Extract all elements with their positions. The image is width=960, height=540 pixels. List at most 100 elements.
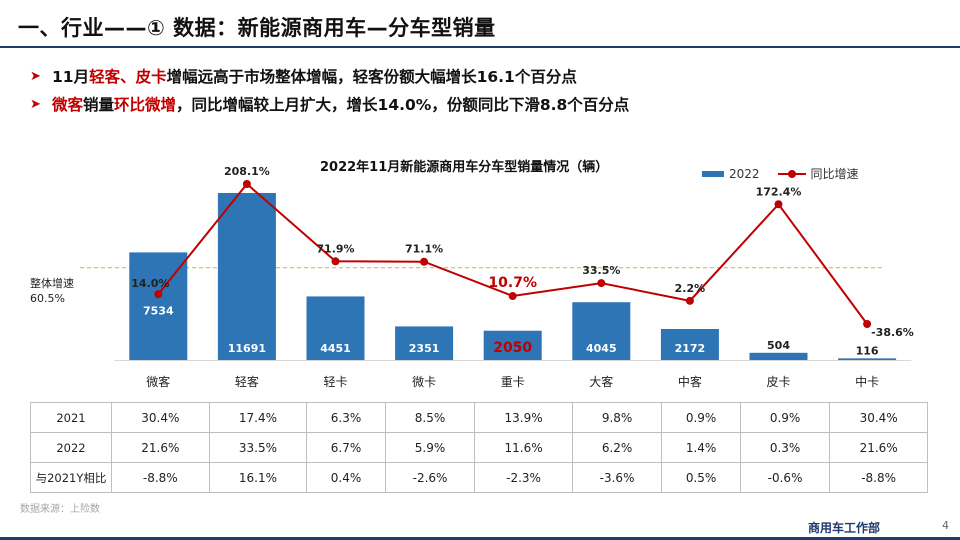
table-cell: 0.3% xyxy=(739,432,831,463)
reference-line-label: 整体增速 60.5% xyxy=(30,276,74,306)
legend-line-label: 同比增速 xyxy=(810,167,859,181)
table-row: 与2021Y相比 -8.8% 16.1% 0.4% -2.6% -2.3% -3.6% 0.5… xyxy=(30,462,928,493)
key-findings: ➤ 11月 轻客、皮卡 增幅远高于市场整体增幅，轻客份额大幅增长16.1个百分点 ➤… xyxy=(30,62,629,118)
category-tick-label: 重卡 xyxy=(501,375,525,389)
bar-8 xyxy=(749,352,808,360)
table-cell: 13.9% xyxy=(474,402,573,433)
table-cell: -8.8% xyxy=(829,462,928,493)
reference-line-value: 60.5% xyxy=(30,292,65,305)
table-cell: 0.5% xyxy=(661,462,741,493)
legend-bar-swatch xyxy=(702,170,724,177)
bar-value-label: 7534 xyxy=(143,304,174,317)
table-cell: 0.9% xyxy=(739,402,831,433)
footer-department: 商用车工作部 xyxy=(808,521,881,535)
growth-value-label: 14.0% xyxy=(131,277,169,290)
table-cell: 0.4% xyxy=(306,462,386,493)
page-number: 4 xyxy=(942,519,949,532)
bar-value-label: 504 xyxy=(767,339,790,352)
table-row-header: 与2021Y相比 xyxy=(30,462,112,493)
growth-value-label: 10.7% xyxy=(488,275,537,291)
bar-9 xyxy=(838,358,897,360)
growth-value-label: 71.9% xyxy=(316,242,354,255)
table-cell: 6.2% xyxy=(571,432,663,463)
reference-line-name: 整体增速 xyxy=(30,277,74,290)
category-tick-label: 皮卡 xyxy=(766,375,790,389)
sales-combo-chart: 7534 11691 4451 2351 2050 4045 2172 504 116 微客 轻客 轻… xyxy=(80,165,914,389)
growth-point-7 xyxy=(685,296,694,305)
table-cell: 30.4% xyxy=(829,402,928,433)
category-tick-label: 微卡 xyxy=(412,375,436,389)
bullet-2: ➤ 微客 销量 环比微增 ，同比增幅较上月扩大，增长14.0%，份额同比下滑8.8个百… xyxy=(30,90,629,118)
table-cell: 17.4% xyxy=(208,402,308,433)
chart-legend: 2022 同比增速 xyxy=(702,165,859,182)
growth-point-1 xyxy=(154,290,163,299)
bullet-2-text-b: ，同比增幅较上月扩大，增长14.0%，份额同比下滑8.8个百分点 xyxy=(176,96,630,114)
table-cell: 30.4% xyxy=(111,402,210,433)
bullet-1: ➤ 11月 轻客、皮卡 增幅远高于市场整体增幅，轻客份额大幅增长16.1个百分点 xyxy=(30,62,629,90)
growth-point-5 xyxy=(508,292,517,301)
footer-divider xyxy=(0,537,960,540)
data-source-note: 数据来源：上险数 xyxy=(20,504,100,515)
bar-value-label: 2050 xyxy=(493,340,532,356)
bullet-1-highlight: 轻客、皮卡 xyxy=(89,68,167,86)
bar-7 xyxy=(660,328,719,360)
bar-value-label: 11691 xyxy=(228,342,266,355)
growth-value-label: 208.1% xyxy=(224,165,270,178)
table-cell: 5.9% xyxy=(384,432,476,463)
growth-point-6 xyxy=(597,279,606,288)
table-cell: 16.1% xyxy=(208,462,308,493)
category-tick-label: 轻卡 xyxy=(323,375,347,389)
growth-value-label: 33.5% xyxy=(582,264,620,277)
growth-point-3 xyxy=(331,257,340,266)
bar-5 xyxy=(483,330,542,360)
category-tick-label: 轻客 xyxy=(235,374,259,389)
table-cell: 8.5% xyxy=(384,402,476,433)
growth-value-label: 71.1% xyxy=(405,243,443,256)
growth-point-4 xyxy=(420,257,429,266)
table-cell: 9.8% xyxy=(571,402,663,433)
bar-value-label: 2172 xyxy=(675,342,706,355)
table-cell: -2.3% xyxy=(474,462,573,493)
category-tick-label: 中卡 xyxy=(855,374,879,389)
table-cell: -2.6% xyxy=(384,462,476,493)
bar-4 xyxy=(395,326,454,360)
legend-line-swatch xyxy=(777,169,806,178)
share-table: 2021 30.4% 17.4% 6.3% 8.5% 13.9% 9.8% 0.9% 0.9% 3… xyxy=(30,402,928,493)
bullet-2-highlight-b: 环比微增 xyxy=(114,96,177,114)
table-cell: -0.6% xyxy=(739,462,831,493)
table-cell: -3.6% xyxy=(571,462,663,493)
bar-3 xyxy=(306,296,365,360)
table-cell: 1.4% xyxy=(661,432,741,463)
growth-point-2 xyxy=(242,180,251,188)
growth-point-9 xyxy=(863,320,872,328)
table-cell: 21.6% xyxy=(829,432,928,463)
table-cell: -8.8% xyxy=(111,462,210,493)
growth-point-8 xyxy=(774,200,783,209)
table-row-header: 2021 xyxy=(30,402,112,433)
bullet-2-highlight-a: 微客 xyxy=(52,96,84,114)
bullet-2-text-a: 销量 xyxy=(83,96,115,114)
arrow-bullet-icon: ➤ xyxy=(30,68,41,84)
bar-value-label: 4451 xyxy=(320,342,351,355)
page-title: 一、行业——① 数据：新能源商用车—分车型销量 xyxy=(18,16,496,40)
table-row-header: 2022 xyxy=(30,432,112,463)
table-row: 2022 21.6% 33.5% 6.7% 5.9% 11.6% 6.2% 1.4% 0.3% 2… xyxy=(30,432,928,463)
table-cell: 11.6% xyxy=(474,432,573,463)
chart-title: 2022年11月新能源商用车分车型销量情况（辆） xyxy=(320,160,609,175)
table-cell: 0.9% xyxy=(661,402,741,433)
bar-value-label: 4045 xyxy=(586,342,617,355)
bar-value-label: 2351 xyxy=(409,342,440,355)
table-cell: 21.6% xyxy=(111,432,210,463)
table-cell: 33.5% xyxy=(208,432,308,463)
bullet-1-text-a: 11月 xyxy=(52,68,90,86)
category-tick-label: 中客 xyxy=(678,374,702,389)
table-cell: 6.7% xyxy=(306,432,386,463)
category-tick-label: 微客 xyxy=(146,374,170,389)
bar-value-label: 116 xyxy=(856,344,879,357)
growth-value-label: -38.6% xyxy=(871,326,914,339)
arrow-bullet-icon: ➤ xyxy=(30,96,41,112)
growth-value-label: 2.2% xyxy=(675,282,706,295)
legend-bar-label: 2022 xyxy=(729,166,760,181)
bar-6 xyxy=(572,302,631,360)
table-row: 2021 30.4% 17.4% 6.3% 8.5% 13.9% 9.8% 0.9% 0.9% 3… xyxy=(30,402,928,433)
